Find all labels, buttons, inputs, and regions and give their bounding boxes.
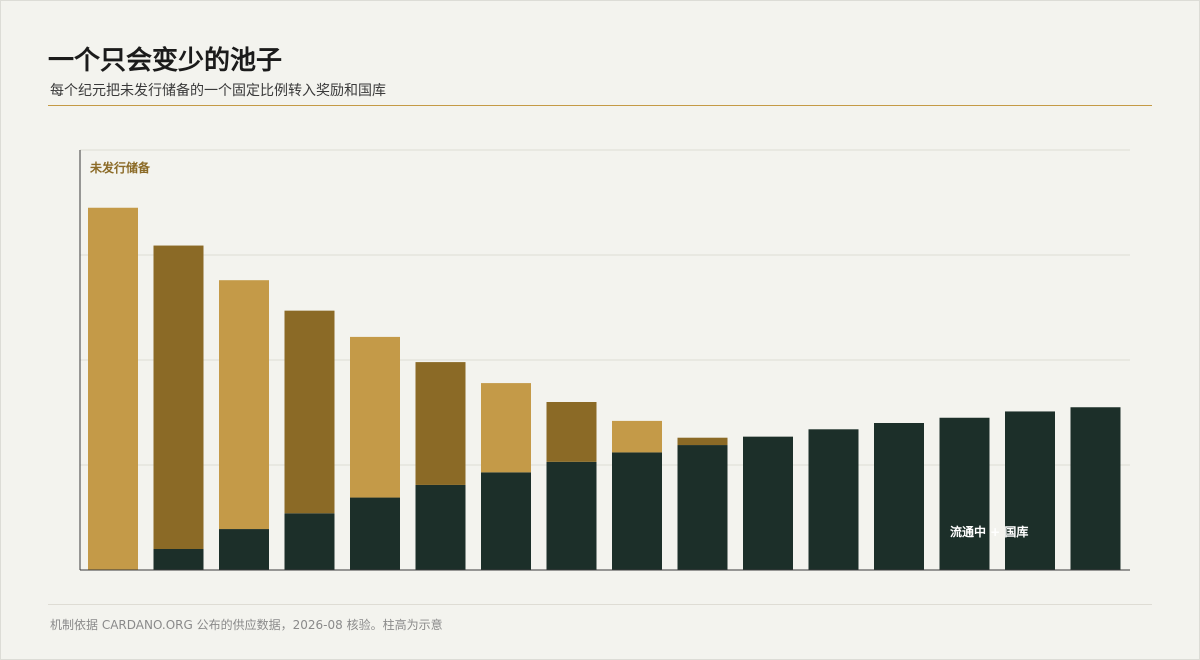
chart-subtitle: 每个纪元把未发行储备的一个固定比例转入奖励和国库: [50, 83, 386, 99]
bar-circulating: [612, 452, 662, 570]
footnote: 机制依据 CARDANO.ORG 公布的供应数据，2026-08 核验。柱高为示…: [50, 618, 443, 632]
bar-circulating: [743, 436, 793, 570]
bars: [88, 207, 1121, 570]
bar-circulating: [808, 429, 859, 570]
bar-circulating: [219, 529, 269, 570]
bar-reserve: [415, 362, 466, 485]
bar-reserve: [481, 383, 531, 473]
bar-circulating: [939, 417, 990, 570]
header-divider: [48, 105, 1152, 106]
bar-circulating: [481, 472, 531, 570]
bar-circulating: [874, 423, 924, 570]
bar-circulating: [153, 549, 204, 570]
bar-reserve: [546, 402, 597, 462]
bar-circulating: [546, 461, 597, 570]
bar-reserve: [284, 310, 335, 514]
bar-reserve: [612, 420, 662, 453]
bar-circulating: [284, 513, 335, 570]
bar-reserve: [153, 245, 204, 550]
bar-circulating: [1005, 411, 1055, 570]
footer-divider: [48, 604, 1152, 605]
bar-reserve: [88, 207, 138, 570]
bar-circulating: [350, 497, 400, 570]
bar-circulating: [1070, 407, 1121, 570]
bar-circulating: [415, 484, 466, 570]
bar-reserve: [219, 280, 269, 530]
bar-circulating: [677, 445, 728, 570]
chart-title: 一个只会变少的池子: [48, 46, 283, 76]
series-label-circulating: 流通中 + 国库: [950, 524, 1028, 539]
series-label-reserve: 未发行储备: [89, 160, 151, 175]
bar-reserve: [677, 437, 728, 446]
axes: [79, 150, 1130, 571]
bar-reserve: [350, 336, 400, 498]
